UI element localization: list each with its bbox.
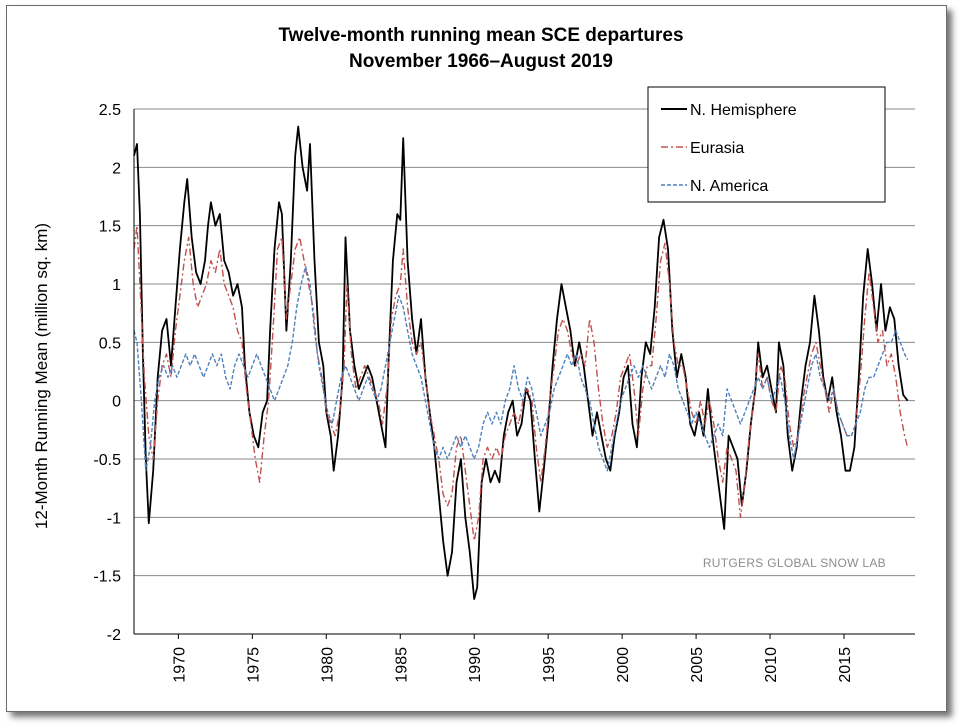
x-tick-label: 1995 bbox=[541, 647, 558, 683]
y-tick-label: 1.5 bbox=[99, 219, 121, 236]
legend-label: N. America bbox=[690, 178, 768, 195]
x-tick-label: 1980 bbox=[319, 647, 336, 683]
y-tick-label: 2 bbox=[112, 160, 121, 177]
series-line-n-hemisphere bbox=[133, 125, 909, 600]
x-tick-label: 1975 bbox=[245, 647, 262, 683]
plot-axes bbox=[133, 109, 915, 635]
x-axis-tick-labels: 1970 1975 1980 1985 1990 1995 2000 2005 2010 2015 bbox=[171, 634, 854, 683]
snow-cover-departure-chart: Twelve-month running mean SCE departures… bbox=[7, 6, 946, 711]
x-tick-label: 1985 bbox=[393, 647, 410, 683]
y-tick-label: 0 bbox=[112, 394, 121, 411]
x-tick-label: 2005 bbox=[689, 647, 706, 683]
y-tick-label: -2 bbox=[107, 627, 121, 644]
y-tick-label: 2.5 bbox=[99, 102, 121, 119]
chart-subtitle: November 1966–August 2019 bbox=[349, 51, 613, 72]
chart-title: Twelve-month running mean SCE departures bbox=[278, 25, 683, 46]
y-tick-label: 0.5 bbox=[99, 335, 121, 352]
rutgers-watermark: RUTGERS GLOBAL SNOW LAB bbox=[703, 556, 886, 570]
y-tick-label: -0.5 bbox=[93, 452, 121, 469]
x-tick-label: 2010 bbox=[763, 647, 780, 683]
y-tick-label: -1.5 bbox=[93, 569, 121, 586]
series-line-n-america bbox=[133, 265, 909, 472]
legend-label: Eurasia bbox=[690, 140, 744, 157]
chart-frame: Twelve-month running mean SCE departures… bbox=[6, 5, 947, 712]
chart-legend: N. Hemisphere Eurasia N. America bbox=[647, 86, 886, 203]
legend-label: N. Hemisphere bbox=[690, 102, 797, 119]
x-tick-label: 2015 bbox=[837, 647, 854, 683]
x-tick-label: 2000 bbox=[615, 647, 632, 683]
x-tick-label: 1990 bbox=[467, 647, 484, 683]
y-axis-label: 12-Month Running Mean (million sq. km) bbox=[32, 223, 51, 529]
series-lines bbox=[133, 125, 909, 600]
y-axis-tick-labels: -2 -1.5 -1 -0.5 0 0.5 1 1.5 2 2.5 bbox=[93, 102, 121, 644]
legend-box bbox=[647, 86, 886, 203]
x-tick-label: 1970 bbox=[171, 647, 188, 683]
y-tick-label: -1 bbox=[107, 510, 121, 527]
y-tick-label: 1 bbox=[112, 277, 121, 294]
